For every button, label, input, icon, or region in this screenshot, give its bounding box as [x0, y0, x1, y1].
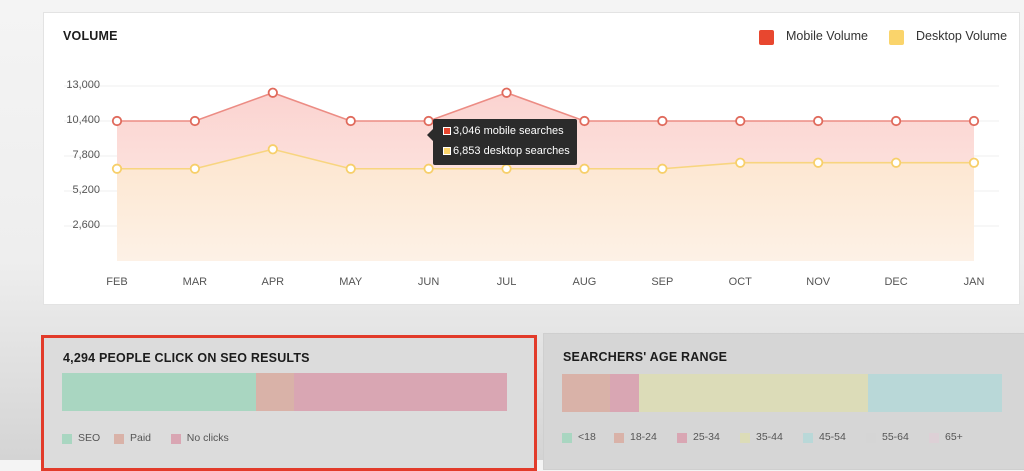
seo-legend-label: SEO — [78, 432, 101, 444]
data-point-mobile[interactable] — [345, 115, 356, 127]
age-legend-swatch — [614, 433, 624, 443]
seo-legend-swatch — [170, 434, 181, 444]
y-tick-label: 13,000 — [66, 79, 100, 91]
age-legend-label: 45-54 — [819, 431, 846, 443]
data-point-desktop[interactable] — [423, 163, 434, 174]
series-line-desktop — [117, 148, 974, 170]
data-point-mobile[interactable] — [890, 115, 902, 127]
seo-legend-swatch — [62, 434, 72, 444]
data-point-desktop[interactable] — [813, 157, 824, 168]
data-point-desktop[interactable] — [890, 157, 902, 168]
age-segment[interactable] — [867, 374, 1002, 412]
age-legend-label: 35-44 — [756, 431, 783, 443]
data-point-mobile[interactable] — [111, 115, 123, 127]
age-legend-label: 25-34 — [693, 431, 720, 443]
age-legend-swatch — [677, 433, 687, 443]
seo-segment[interactable] — [62, 373, 257, 411]
data-point-desktop[interactable] — [189, 163, 201, 174]
age-legend-swatch — [803, 433, 813, 443]
tooltip-mobile-swatch — [443, 127, 451, 136]
age-segment[interactable] — [610, 374, 639, 412]
legend-desktop-swatch[interactable] — [889, 30, 904, 45]
seo-segment[interactable] — [294, 373, 507, 411]
tooltip-mobile-row: 3,046 mobile searches — [443, 124, 564, 138]
data-point-desktop[interactable] — [657, 163, 668, 174]
legend-desktop-label[interactable]: Desktop Volume — [916, 29, 1008, 43]
seo-legend-label: Paid — [130, 432, 152, 444]
x-tick-label: SEP — [651, 276, 674, 288]
data-point-mobile[interactable] — [657, 115, 668, 127]
x-tick-label: NOV — [806, 276, 831, 288]
tooltip-desktop-text: 6,853 desktop searches — [453, 145, 570, 157]
data-point-desktop[interactable] — [579, 163, 590, 174]
volume-chart — [64, 85, 999, 261]
data-point-desktop[interactable] — [111, 163, 123, 174]
x-tick-label: FEB — [106, 276, 128, 288]
data-point-mobile[interactable] — [813, 115, 824, 127]
age-legend-swatch — [562, 433, 572, 443]
seo-segment[interactable] — [256, 373, 295, 411]
seo-legend-label: No clicks — [186, 432, 229, 444]
tooltip-desktop-row: 6,853 desktop searches — [443, 144, 570, 158]
data-point-desktop[interactable] — [345, 163, 356, 174]
age-legend-swatch — [740, 433, 750, 443]
x-tick-label: MAY — [339, 276, 363, 288]
age-legend-swatch — [929, 433, 939, 443]
y-tick-label: 7,800 — [72, 149, 100, 161]
volume-card: VOLUME Mobile Volume Desktop Volume 13,0… — [43, 12, 1020, 305]
data-point-mobile[interactable] — [501, 87, 512, 98]
y-tick-label: 2,600 — [72, 219, 100, 231]
age-legend-label: 18-24 — [630, 431, 657, 443]
data-point-mobile[interactable] — [267, 87, 278, 98]
age-legend-label: <18 — [578, 431, 596, 443]
volume-title: VOLUME — [63, 29, 118, 43]
x-tick-label: APR — [261, 276, 285, 288]
age-segment[interactable] — [562, 374, 611, 412]
data-point-desktop[interactable] — [735, 157, 746, 168]
data-point-desktop[interactable] — [267, 144, 278, 155]
x-tick-label: AUG — [572, 276, 597, 288]
tooltip-mobile-text: 3,046 mobile searches — [453, 125, 564, 137]
tooltip-desktop-swatch — [443, 147, 451, 156]
x-tick-label: DEC — [884, 276, 908, 288]
area-desktop — [117, 149, 974, 261]
x-tick-label: OCT — [728, 276, 752, 288]
age-legend-label: 65+ — [945, 431, 963, 443]
x-tick-label: JAN — [963, 276, 985, 288]
seo-legend-swatch — [114, 434, 124, 444]
x-tick-label: JUL — [496, 276, 517, 288]
y-tick-label: 10,400 — [66, 114, 100, 126]
x-tick-label: JUN — [417, 276, 440, 288]
data-point-mobile[interactable] — [189, 115, 201, 127]
chart-tooltip: 3,046 mobile searches 6,853 desktop sear… — [427, 119, 577, 165]
age-range-title: SEARCHERS' AGE RANGE — [563, 350, 728, 364]
y-tick-label: 5,200 — [72, 184, 100, 196]
data-point-desktop[interactable] — [501, 163, 512, 174]
seo-clicks-card[interactable]: 4,294 PEOPLE CLICK ON SEO RESULTS SEO Pai… — [41, 335, 537, 471]
data-point-mobile[interactable] — [579, 115, 590, 127]
x-tick-label: MAR — [182, 276, 208, 288]
age-legend-swatch — [866, 433, 876, 443]
legend-mobile-swatch[interactable] — [759, 30, 774, 45]
data-point-mobile[interactable] — [968, 115, 980, 127]
data-point-mobile[interactable] — [423, 115, 434, 127]
data-point-mobile[interactable] — [735, 115, 746, 127]
legend-mobile-label[interactable]: Mobile Volume — [786, 29, 868, 43]
age-legend-label: 55-64 — [882, 431, 909, 443]
age-range-card[interactable]: SEARCHERS' AGE RANGE <18 18-24 25-34 35-44 4… — [543, 333, 1024, 470]
age-segment[interactable] — [639, 374, 868, 412]
data-point-desktop[interactable] — [968, 157, 980, 168]
seo-clicks-title: 4,294 PEOPLE CLICK ON SEO RESULTS — [63, 351, 310, 365]
series-line-mobile — [117, 91, 974, 122]
